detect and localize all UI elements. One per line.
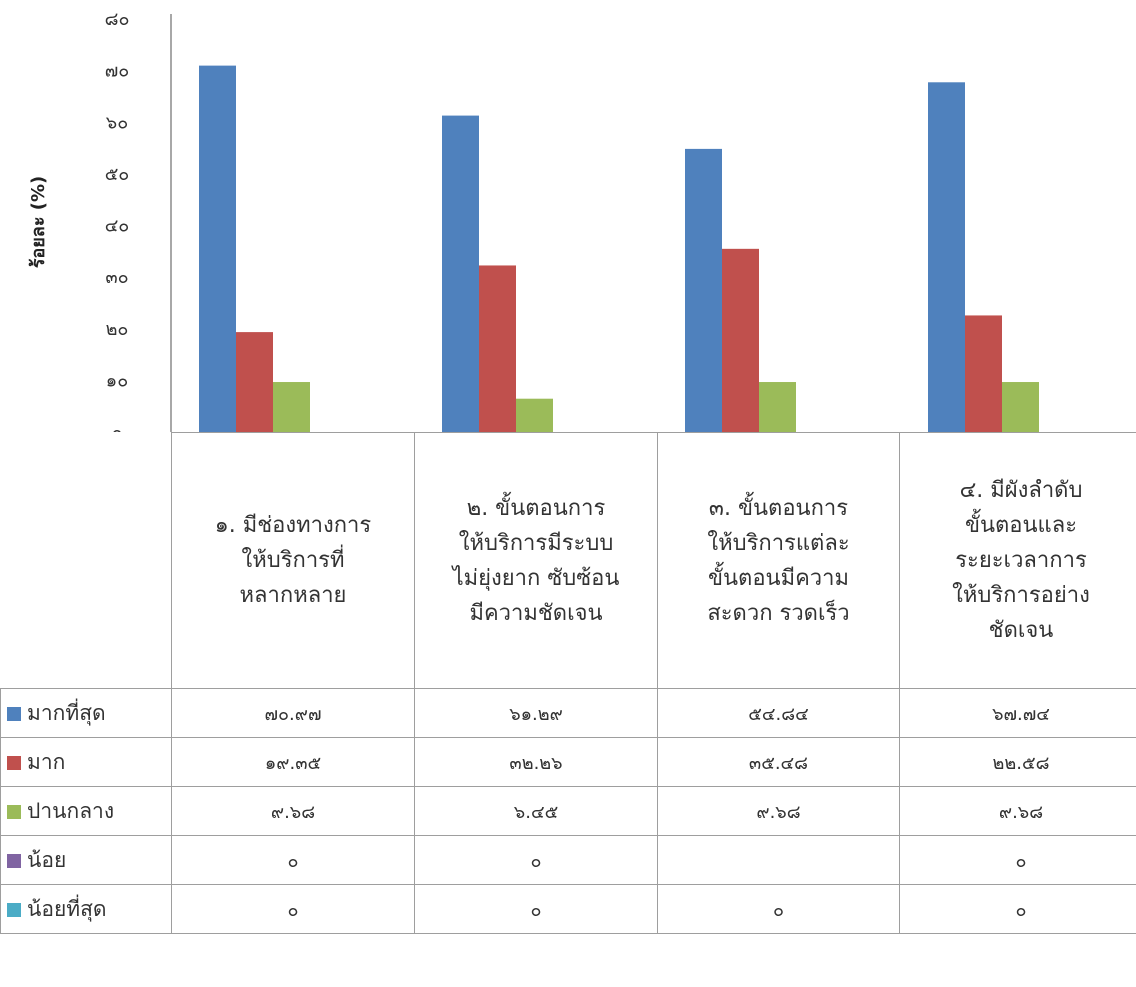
category-label: ๓. ขั้นตอนการให้บริการแต่ละขั้นตอนมีความ… [657,432,900,689]
category-label: ๒. ขั้นตอนการให้บริการมีระบบไม่ยุ่งยาก ซ… [414,432,658,689]
legend-label: น้อยที่สุด [27,896,107,921]
legend-swatch [7,706,21,721]
table-row: น้อย๐๐๐ [0,835,1136,885]
legend-label: มาก [27,749,66,774]
data-label: ๙.๖๘ [657,786,900,836]
bar-2-4 [965,315,1002,432]
data-label: ๐ [899,884,1136,934]
data-label [657,835,900,885]
data-label: ๙.๖๘ [171,786,415,836]
chart-plot-area: ร้อยละ (%) ๐ ๑๐ ๒๐ ๓๐ ๔๐ ๕๐ ๖๐ ๗๐ ๘๐ [28,9,1039,432]
category-label-line: มีความชัดเจน [469,600,603,626]
bar-3-1 [273,382,310,432]
legend-entry: น้อยที่สุด [0,884,172,934]
legend-swatch [7,755,21,770]
category-label-line: ๔. มีผังลำดับ [959,478,1083,503]
table-row: มากที่สุด ๗๐.๙๗ ๖๑.๒๙ ๕๔.๘๔ ๖๗.๗๔ [0,688,1136,738]
category-label-line: ขั้นตอนมีความ [707,565,850,591]
bar-3-3 [759,382,796,432]
legend-label: มากที่สุด [27,700,106,725]
legend-label: น้อย [27,847,67,872]
data-label: ๐ [171,884,415,934]
y-tick-label: ๖๐ [106,112,128,133]
data-table: ๑. มีช่องทางการ ให้บริการที่ หลากหลาย ๒. ขั… [0,432,1136,934]
category-label-line: ให้บริการอย่าง [952,583,1090,608]
y-axis-label: ร้อยละ (%) [28,176,49,268]
category-label-line: สะดวก รวดเร็ว [707,600,850,626]
table-row: มาก ๑๙.๓๕ ๓๒.๒๖ ๓๕.๔๘ ๒๒.๕๘ [0,737,1136,787]
data-label: ๓๒.๒๖ [414,737,658,787]
legend-swatch [7,804,21,819]
bar-3-2 [516,398,553,432]
legend-label: ปานกลาง [27,798,115,823]
category-label: ๑. มีช่องทางการให้บริการที่หลากหลาย [171,432,415,689]
y-tick-label: ๔๐ [105,216,130,237]
bar-1-2 [442,115,479,432]
y-tick-label: ๗๐ [105,61,130,82]
y-tick-label: ๘๐ [105,9,130,30]
legend-entry: น้อย [0,835,172,885]
data-label: ๐ [171,835,415,885]
y-tick-label: ๐ [112,422,123,432]
y-tick-label: ๑๐ [106,370,128,391]
legend-entry: มาก [0,737,172,787]
legend-swatch [7,902,21,917]
y-tick-labels: ๐ ๑๐ ๒๐ ๓๐ ๔๐ ๕๐ ๖๐ ๗๐ ๘๐ [105,9,130,432]
bar-1-3 [685,148,722,432]
y-tick-label: ๕๐ [105,164,130,185]
bar-series [199,65,1039,432]
category-label-line: ระยะเวลาการ [955,548,1087,573]
y-tick-label: ๒๐ [106,319,129,340]
data-label: ๖๗.๗๔ [899,688,1136,738]
bar-2-2 [479,265,516,432]
table-corner [0,432,172,689]
data-label: ๐ [899,835,1136,885]
bar-3-4 [1002,382,1039,432]
legend-entry: ปานกลาง [0,786,172,836]
bar-2-3 [722,248,759,432]
data-label: ๕๔.๘๔ [657,688,900,738]
data-label: ๖๑.๒๙ [414,688,658,738]
category-label-line: ให้บริการมีระบบ [458,530,614,556]
category-label-line: ขั้นตอนและ [964,513,1078,538]
category-label-line: ๑. มีช่องทางการ [214,513,372,538]
category-label-line: ไม่ยุ่งยาก ซับซ้อน [452,565,620,591]
data-label: ๐ [414,884,658,934]
data-label: ๙.๖๘ [899,786,1136,836]
data-label: ๐ [657,884,900,934]
data-label: ๓๕.๔๘ [657,737,900,787]
table-row: น้อยที่สุด๐๐๐๐ [0,884,1136,934]
bar-1-1 [199,65,236,432]
category-label-line: ๒. ขั้นตอนการ [466,495,606,521]
data-label: ๗๐.๙๗ [171,688,415,738]
category-label-line: ๓. ขั้นตอนการ [708,495,849,521]
bar-1-4 [928,82,965,432]
category-label-line: ให้บริการที่ [241,548,345,573]
data-label: ๖.๔๕ [414,786,658,836]
category-label-line: ชัดเจน [988,618,1054,643]
table-row: ปานกลาง ๙.๖๘ ๖.๔๕ ๙.๖๘ ๙.๖๘ [0,786,1136,836]
legend-entry: มากที่สุด [0,688,172,738]
category-label: ๔. มีผังลำดับขั้นตอนและระยะเวลาการให้บริ… [899,432,1136,689]
legend-swatch [7,853,21,868]
y-tick-label: ๓๐ [105,267,128,288]
data-label: ๑๙.๓๕ [171,737,415,787]
data-label: ๐ [414,835,658,885]
category-label-line: หลากหลาย [239,583,347,608]
bar-2-1 [236,332,273,432]
data-label: ๒๒.๕๘ [899,737,1136,787]
category-label-line: ให้บริการแต่ละ [707,530,850,556]
